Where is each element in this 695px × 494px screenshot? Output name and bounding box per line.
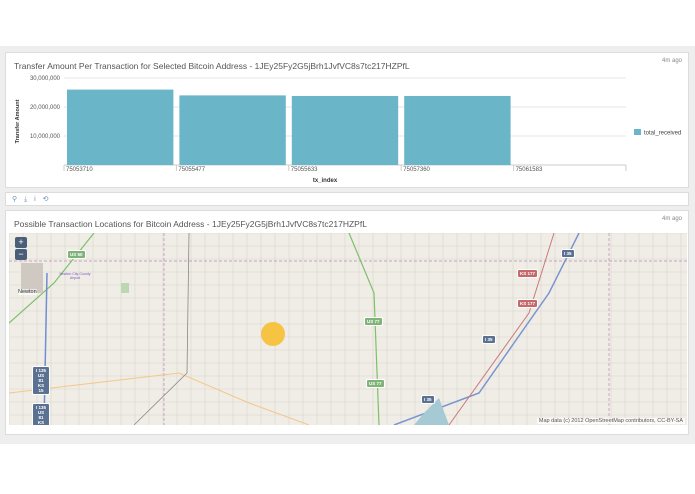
road-shield-i35a: I 35 (561, 249, 575, 258)
legend-label[interactable]: total_received (644, 131, 681, 137)
info-icon[interactable]: i (34, 196, 36, 203)
refresh-icon[interactable]: ⟲ (42, 196, 49, 203)
zoom-out-button[interactable]: − (15, 249, 27, 260)
map-tiles (9, 233, 687, 425)
bar[interactable] (404, 95, 511, 165)
map-marker[interactable] (261, 322, 285, 346)
airport-label: Newton City-County Airport (59, 272, 91, 280)
search-icon[interactable]: ⚲ (12, 196, 18, 203)
map-title: Possible Transaction Locations for Bitco… (14, 219, 367, 229)
legend-swatch (634, 129, 641, 135)
road-shield-ks177b: KS 177 (517, 299, 539, 308)
zoom-in-button[interactable]: + (15, 237, 27, 248)
road-shield-us77a: US 77 (364, 317, 383, 326)
road-shield-i35c: I 35 (421, 395, 435, 404)
map-panel: Possible Transaction Locations for Bitco… (5, 210, 689, 435)
chart-toolbar: ⚲ ⤓ i ⟲ (5, 192, 689, 206)
y-tick-label: 10,000,000 (30, 134, 61, 140)
road-shield-us50: US 50 (67, 250, 86, 259)
bar-chart: 10,000,000 20,000,000 30,000,000 75053710 75… (15, 76, 681, 184)
map-attribution: Map data (c) 2012 OpenStreetMap contribu… (536, 418, 685, 424)
y-tick-label: 30,000,000 (30, 76, 61, 82)
chart-panel: Transfer Amount Per Transaction for Sele… (5, 52, 689, 188)
x-tick-label: 75053710 (66, 167, 93, 173)
y-tick-label: 20,000,000 (30, 105, 61, 111)
bar[interactable] (291, 95, 399, 165)
road-shield-us77b: US 77 (366, 379, 385, 388)
city-label-newton: Newton (18, 289, 37, 295)
chart-title: Transfer Amount Per Transaction for Sele… (14, 61, 410, 71)
download-icon[interactable]: ⤓ (24, 196, 28, 203)
x-axis-label: tx_index (313, 178, 338, 184)
y-axis-label: Transfer Amount (15, 99, 21, 143)
road-shield-i35b: I 35 (482, 335, 496, 344)
x-tick-label: 75055633 (291, 167, 318, 173)
road-shield-ks177a: KS 177 (517, 269, 539, 278)
bar[interactable] (179, 95, 286, 165)
x-tick-label: 75057360 (403, 167, 430, 173)
road-shield-shield2: I 135 US 81 KS 15 (32, 403, 50, 425)
map[interactable]: + − Newton Newton City-County Airport US… (9, 233, 687, 425)
road-shield-shield1: I 135 US 81 KS 15 (32, 366, 50, 395)
bar[interactable] (67, 89, 174, 165)
map-age: 4m ago (661, 216, 682, 222)
x-tick-label: 75055477 (178, 167, 205, 173)
x-tick-label: 75061583 (516, 167, 543, 173)
chart-age: 4m ago (661, 58, 682, 64)
